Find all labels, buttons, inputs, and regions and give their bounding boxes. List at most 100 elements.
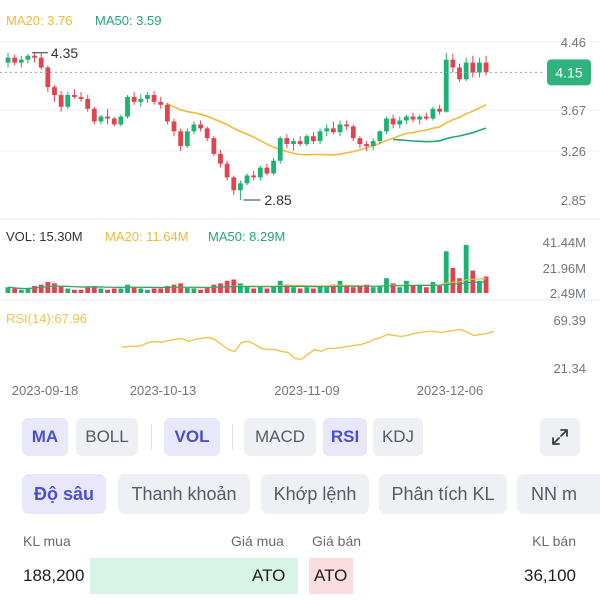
candle-body bbox=[45, 67, 51, 88]
rsi-axis-label: 69.39 bbox=[553, 313, 586, 328]
candle-body bbox=[12, 57, 18, 63]
price-axis-label: 3.26 bbox=[561, 144, 586, 159]
date-axis-label: 2023-10-13 bbox=[130, 383, 197, 398]
candle-body bbox=[138, 98, 144, 102]
volume-bar bbox=[457, 278, 462, 293]
price-chart[interactable]: MA20: 3.76 MA50: 3.59 4.46 3.67 3.26 2.85 4.15… bbox=[0, 0, 600, 410]
rsi-axis-label: 21.34 bbox=[553, 361, 586, 376]
bid-price-header: Giá mua bbox=[231, 533, 284, 549]
volume-bar bbox=[118, 288, 124, 293]
volume-bar bbox=[284, 284, 290, 293]
volume-bar bbox=[297, 288, 303, 293]
price-axis-label: 3.67 bbox=[561, 103, 586, 118]
candle-body bbox=[450, 59, 456, 68]
candle-body bbox=[184, 131, 190, 147]
candle-body bbox=[238, 183, 243, 191]
candle-body bbox=[397, 120, 403, 125]
tab-do-sau[interactable]: Độ sâu bbox=[22, 474, 106, 514]
candle-body bbox=[430, 108, 436, 119]
volume-bar bbox=[477, 280, 482, 293]
volume-bar bbox=[443, 251, 449, 293]
volume-bar bbox=[330, 284, 336, 293]
tab-phan-tich-kl[interactable]: Phân tích KL bbox=[379, 474, 507, 514]
rsi-line bbox=[121, 328, 495, 361]
volume-bar bbox=[304, 287, 310, 293]
candle-body bbox=[251, 175, 257, 178]
volume-bar bbox=[45, 282, 51, 293]
tab-nn[interactable]: NN m bbox=[517, 474, 600, 514]
candle-body bbox=[410, 116, 416, 120]
volume-bar bbox=[12, 288, 18, 293]
volume-bar bbox=[244, 287, 250, 293]
volume-bar bbox=[218, 283, 223, 293]
tab-khop-lenh[interactable]: Khớp lệnh bbox=[261, 474, 369, 514]
volume-bar bbox=[158, 288, 164, 293]
candle-body bbox=[311, 136, 316, 142]
candle-body bbox=[277, 138, 283, 161]
candle-body bbox=[317, 131, 323, 142]
last-price-label: 4.15 bbox=[555, 64, 582, 80]
volume-bar bbox=[25, 288, 31, 293]
volume-bar bbox=[437, 285, 442, 293]
volume-bar bbox=[350, 287, 356, 293]
indicator-ma-button[interactable]: MA bbox=[22, 418, 68, 456]
date-axis-label: 2023-11-09 bbox=[274, 383, 340, 398]
candle-body bbox=[58, 94, 64, 107]
volume-axis-label: 2.49M bbox=[550, 286, 586, 301]
indicator-kdj-button[interactable]: KDJ bbox=[373, 418, 423, 456]
volume-bar bbox=[397, 287, 403, 293]
candle-body bbox=[198, 124, 203, 129]
volume-bar bbox=[423, 287, 429, 293]
candle-body bbox=[244, 175, 250, 184]
candle-body bbox=[218, 153, 223, 164]
indicator-vol-button[interactable]: VOL bbox=[164, 418, 220, 456]
candle-body bbox=[264, 167, 270, 174]
volume-bar bbox=[271, 285, 276, 293]
tab-thanh-khoan[interactable]: Thanh khoản bbox=[118, 474, 250, 514]
ma50-line bbox=[393, 127, 487, 143]
volume-bar bbox=[317, 285, 323, 293]
volume-bar bbox=[291, 287, 296, 293]
volume-bar bbox=[72, 289, 77, 293]
candle-body bbox=[370, 141, 376, 147]
volume-bar bbox=[364, 284, 369, 293]
expand-icon bbox=[552, 429, 568, 445]
volume-bar bbox=[52, 283, 57, 293]
volume-bar bbox=[211, 284, 217, 293]
volume-bar bbox=[151, 288, 157, 293]
volume-bar bbox=[178, 283, 184, 293]
candle-body bbox=[178, 131, 184, 147]
volume-bar bbox=[125, 284, 130, 293]
volume-bar bbox=[184, 287, 190, 293]
volume-bar bbox=[98, 288, 104, 293]
volume-bar bbox=[91, 285, 97, 293]
ask-qty-header: KL bán bbox=[532, 533, 576, 549]
indicator-rsi-button[interactable]: RSI bbox=[323, 418, 367, 456]
candle-body bbox=[257, 167, 263, 178]
indicator-toolbar: MA BOLL VOL MACD RSI KDJ bbox=[0, 418, 600, 458]
candle-body bbox=[483, 62, 489, 73]
toolbar-divider bbox=[151, 424, 152, 450]
volume-bar bbox=[138, 288, 144, 293]
candle-body bbox=[297, 141, 303, 145]
indicator-boll-button[interactable]: BOLL bbox=[76, 418, 138, 456]
ask-price-value: ATO bbox=[314, 566, 348, 585]
ask-volume-bar bbox=[309, 558, 353, 594]
volume-bar bbox=[65, 288, 71, 293]
last-price-badge bbox=[547, 59, 591, 86]
candle-body bbox=[164, 104, 170, 122]
volume-bar bbox=[483, 276, 489, 293]
volume-bar bbox=[377, 285, 383, 293]
expand-button[interactable] bbox=[540, 418, 580, 456]
volume-bar bbox=[191, 288, 197, 293]
candle-body bbox=[65, 94, 71, 107]
candle-body bbox=[377, 131, 383, 142]
candle-body bbox=[390, 118, 396, 125]
volume-bar bbox=[145, 289, 150, 293]
candle-body bbox=[357, 138, 363, 145]
orderbook-row[interactable]: 188,200 ATO ATO 36,100 bbox=[0, 552, 600, 600]
candle-body bbox=[330, 128, 336, 133]
volume-bar bbox=[357, 285, 363, 293]
indicator-macd-button[interactable]: MACD bbox=[244, 418, 316, 456]
candle-body bbox=[18, 59, 24, 63]
